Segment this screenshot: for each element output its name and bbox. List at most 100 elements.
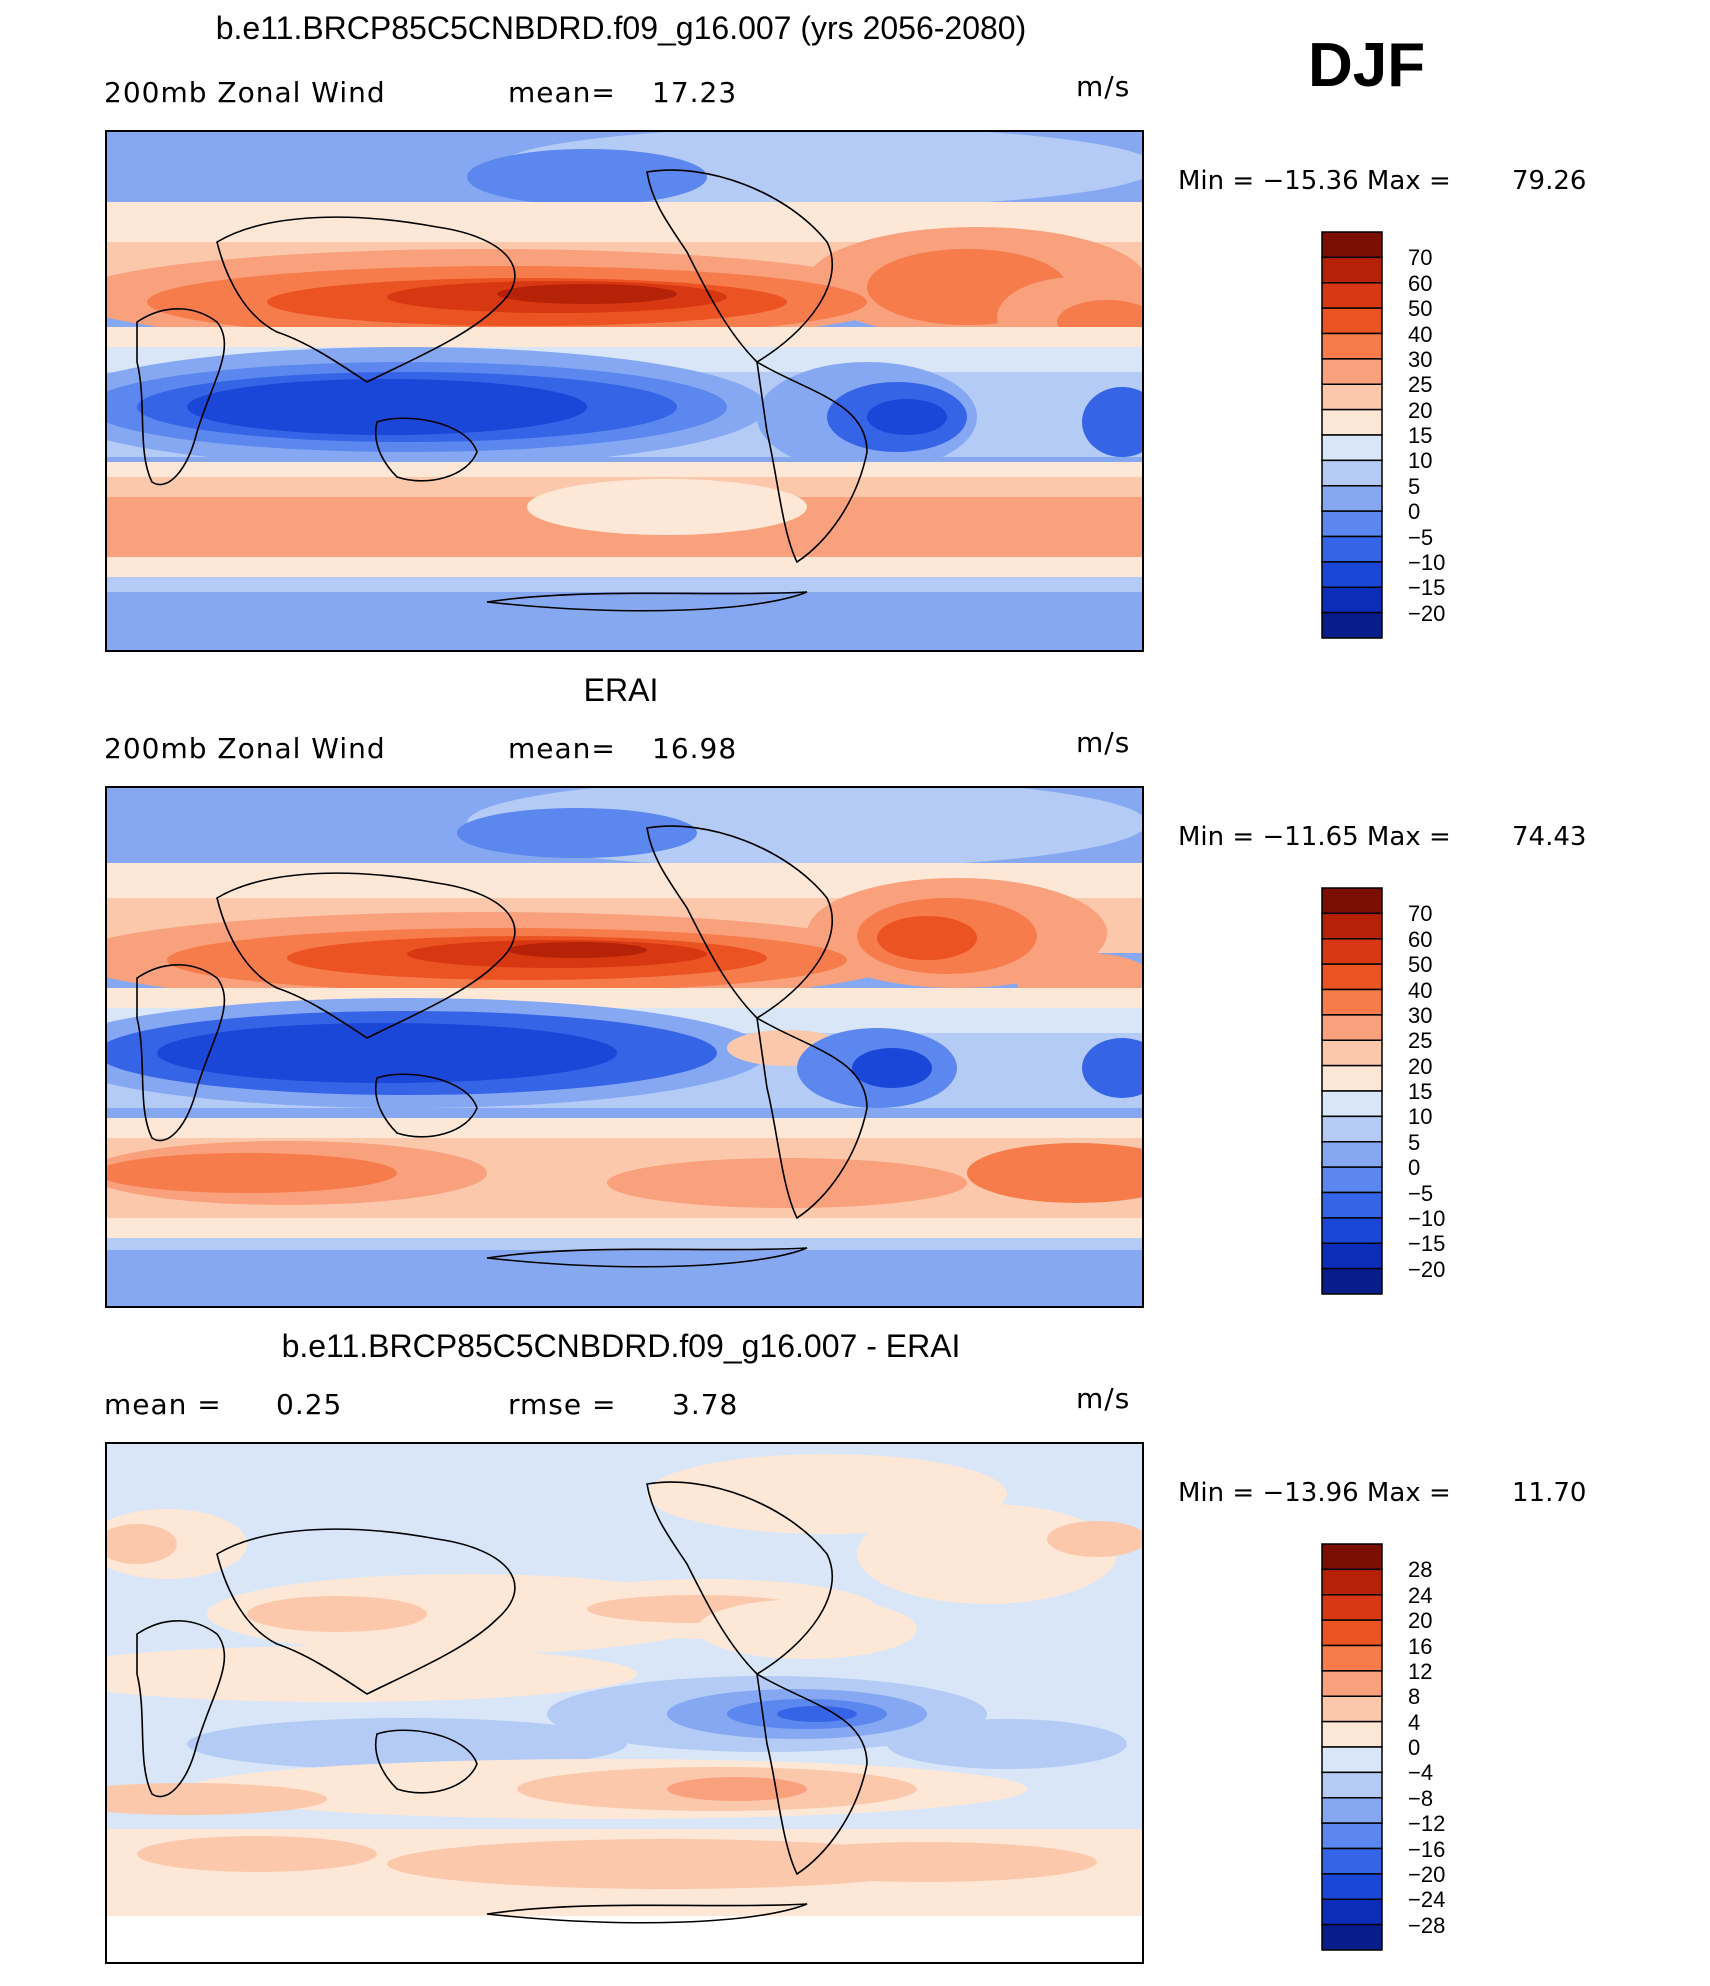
colorbar-swatch <box>1321 383 1383 411</box>
panel1-min-label: Min = −15.36 Max = <box>1178 166 1451 196</box>
colorbar-swatch <box>1321 408 1383 436</box>
colorbar-label: 25 <box>1408 372 1433 398</box>
panel2-mean-label: mean= <box>508 732 616 765</box>
colorbar-label: −10 <box>1408 1205 1446 1231</box>
panel3-max-value: 11.70 <box>1512 1478 1587 1508</box>
panel3-units: m/s <box>1076 1382 1131 1415</box>
colorbar-swatch <box>1321 1594 1383 1621</box>
colorbar-label: 15 <box>1408 1079 1433 1104</box>
colorbar-swatch <box>1321 1090 1383 1118</box>
colorbar-swatch <box>1321 1797 1383 1824</box>
colorbar-swatch <box>1321 1746 1383 1774</box>
colorbar-label: 60 <box>1408 926 1433 952</box>
panel3-min-label: Min = −13.96 Max = <box>1178 1478 1451 1508</box>
colorbar-swatch <box>1321 1568 1383 1596</box>
colorbar-swatch <box>1321 586 1383 614</box>
colorbar-swatch <box>1321 1822 1383 1850</box>
colorbar-label: −8 <box>1408 1785 1434 1811</box>
colorbar-label: −20 <box>1408 1861 1446 1887</box>
colorbar-label: −10 <box>1408 549 1446 575</box>
colorbar-swatch <box>1321 1166 1383 1194</box>
colorbar-label: 70 <box>1408 245 1433 271</box>
colorbar-swatch <box>1321 332 1383 360</box>
colorbar-swatch <box>1321 1695 1383 1723</box>
panel2-mean-value: 16.98 <box>652 732 738 765</box>
colorbar-label: −5 <box>1408 524 1434 550</box>
colorbar-label: 25 <box>1408 1028 1433 1054</box>
panel1-colorbar <box>1320 230 1384 640</box>
panel2-contour-field <box>107 788 1142 1306</box>
colorbar-label: −12 <box>1408 1811 1446 1837</box>
panel2-colorbar-labels: 70 60 50 40 30 25 20 15 10 5 0 −5 −10 −15 −20 <box>1408 886 1488 1296</box>
colorbar-label: −4 <box>1408 1760 1434 1786</box>
panel1-map <box>105 130 1144 652</box>
colorbar-label: 40 <box>1408 977 1433 1003</box>
panel3-coastlines <box>136 1481 868 1924</box>
colorbar-swatch <box>1321 1014 1383 1041</box>
panel3-rmse-value: 3.78 <box>672 1388 739 1421</box>
colorbar-swatch <box>1321 231 1383 259</box>
colorbar-label: 15 <box>1408 423 1433 448</box>
colorbar-swatch <box>1321 611 1383 639</box>
colorbar-swatch <box>1321 1115 1383 1143</box>
colorbar-swatch <box>1321 1923 1383 1951</box>
panel3-colorbar-swatches <box>1321 1543 1383 1951</box>
colorbar-label: 20 <box>1408 1608 1433 1634</box>
panel2-map <box>105 786 1144 1308</box>
panel1-colorbar-labels: 70 60 50 40 30 25 20 15 10 5 0 −5 −10 −15 −20 <box>1408 230 1488 640</box>
panel2-colorbar-swatches <box>1321 887 1383 1295</box>
panel2-coastlines <box>136 825 868 1268</box>
colorbar-swatch <box>1321 1644 1383 1672</box>
colorbar-swatch <box>1321 1720 1383 1748</box>
colorbar-label: −20 <box>1408 600 1446 626</box>
colorbar-label: 50 <box>1408 952 1433 978</box>
colorbar-swatch <box>1321 1217 1383 1244</box>
colorbar-swatch <box>1321 1873 1383 1900</box>
colorbar-swatch <box>1321 1191 1383 1219</box>
colorbar-swatch <box>1321 561 1383 588</box>
panel2-max-value: 74.43 <box>1512 822 1587 852</box>
panel3-rmse-label: rmse = <box>508 1388 617 1421</box>
colorbar-swatch <box>1321 963 1383 991</box>
colorbar-swatch <box>1321 887 1383 915</box>
panel1-title: b.e11.BRCP85C5CNBDRD.f09_g16.007 (yrs 20… <box>215 10 1027 46</box>
colorbar-label: 60 <box>1408 270 1433 296</box>
colorbar-swatch <box>1321 1543 1383 1571</box>
panel3-mean-label: mean = <box>104 1388 222 1421</box>
panel1-coastlines <box>136 169 868 612</box>
colorbar-swatch <box>1321 510 1383 538</box>
colorbar-label: 4 <box>1408 1709 1421 1735</box>
panel2-title: ERAI <box>583 672 659 708</box>
colorbar-label: −20 <box>1408 1256 1446 1282</box>
colorbar-label: 24 <box>1408 1582 1433 1608</box>
colorbar-swatch <box>1321 1898 1383 1926</box>
colorbar-label: 30 <box>1408 346 1433 372</box>
panel2-field-label: 200mb Zonal Wind <box>104 732 386 765</box>
panel1-colorbar-swatches <box>1321 231 1383 639</box>
colorbar-label: −5 <box>1408 1180 1434 1206</box>
colorbar-swatch <box>1321 1141 1383 1168</box>
panel1-mean-value: 17.23 <box>652 76 738 109</box>
colorbar-label: −28 <box>1408 1912 1446 1938</box>
panel1-units: m/s <box>1076 70 1131 103</box>
panel3-mean-value: 0.25 <box>276 1388 343 1421</box>
colorbar-label: 28 <box>1408 1557 1433 1583</box>
colorbar-swatch <box>1321 1847 1383 1875</box>
colorbar-label: 30 <box>1408 1002 1433 1028</box>
panel3-contour-field <box>107 1444 1142 1962</box>
colorbar-label: 40 <box>1408 321 1433 347</box>
panel2-units: m/s <box>1076 726 1131 759</box>
colorbar-label: 50 <box>1408 296 1433 322</box>
colorbar-label: 5 <box>1408 473 1421 499</box>
colorbar-label: −16 <box>1408 1836 1446 1862</box>
colorbar-label: 0 <box>1408 499 1421 525</box>
colorbar-label: 16 <box>1408 1633 1433 1659</box>
panel3-colorbar-labels: 28 24 20 16 12 8 4 0 −4 −8 −12 −16 −20 −24 −28 <box>1408 1542 1488 1952</box>
colorbar-swatch <box>1321 1039 1383 1067</box>
colorbar-swatch <box>1321 282 1383 309</box>
colorbar-swatch <box>1321 1771 1383 1799</box>
colorbar-label: 8 <box>1408 1684 1421 1710</box>
colorbar-label: −15 <box>1408 575 1446 601</box>
panel3-colorbar <box>1320 1542 1384 1952</box>
colorbar-label: −24 <box>1408 1887 1446 1913</box>
